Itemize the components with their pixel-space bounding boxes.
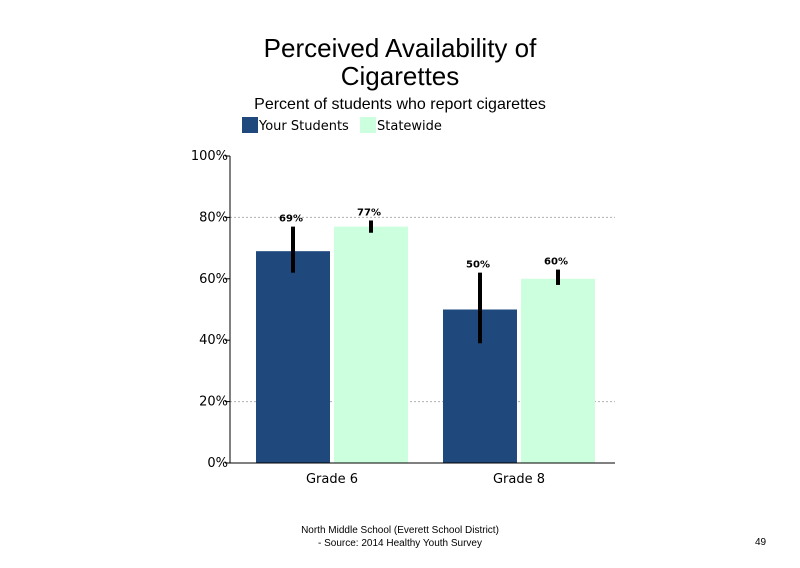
y-tick-label-80: 80% <box>199 210 228 225</box>
data-label-statewide-grade-8: 60% <box>544 257 568 268</box>
y-tick-label-100: 100% <box>191 149 228 164</box>
data-label-your-students-grade-8: 50% <box>466 260 490 271</box>
chart-subtitle: Percent of students who report cigarette… <box>254 96 546 113</box>
legend-swatch-statewide <box>360 117 376 133</box>
data-label-statewide-grade-6: 77% <box>357 207 381 218</box>
y-tick-label-60: 60% <box>199 272 228 287</box>
y-tick-label-40: 40% <box>199 333 228 348</box>
footer: North Middle School (Everett School Dist… <box>250 524 550 550</box>
data-label-your-students-grade-6: 69% <box>279 214 303 225</box>
legend-swatch-your-students <box>242 117 258 133</box>
footer-source: - Source: 2014 Healthy Youth Survey <box>318 538 482 549</box>
bar-statewide-grade-6 <box>334 226 408 463</box>
bar-statewide-grade-8 <box>521 278 595 463</box>
legend-label-statewide: Statewide <box>377 119 442 134</box>
title-line-2: Cigarettes <box>340 61 460 91</box>
legend-item-statewide: Statewide <box>360 117 442 134</box>
y-tick-label-20: 20% <box>199 395 228 410</box>
x-tick-label-grade-6: Grade 6 <box>306 472 358 487</box>
bar-your-students-grade-6 <box>256 251 330 463</box>
legend-item-your-students: Your Students <box>242 117 349 134</box>
chart-title: Perceived Availability of Cigarettes <box>200 34 600 90</box>
x-tick-label-grade-8: Grade 8 <box>493 472 545 487</box>
y-tick-label-0: 0% <box>207 456 228 471</box>
legend-label-your-students: Your Students <box>259 119 349 134</box>
footer-school: North Middle School (Everett School Dist… <box>301 525 499 536</box>
title-line-1: Perceived Availability of <box>263 33 537 63</box>
page-number: 49 <box>755 537 767 548</box>
